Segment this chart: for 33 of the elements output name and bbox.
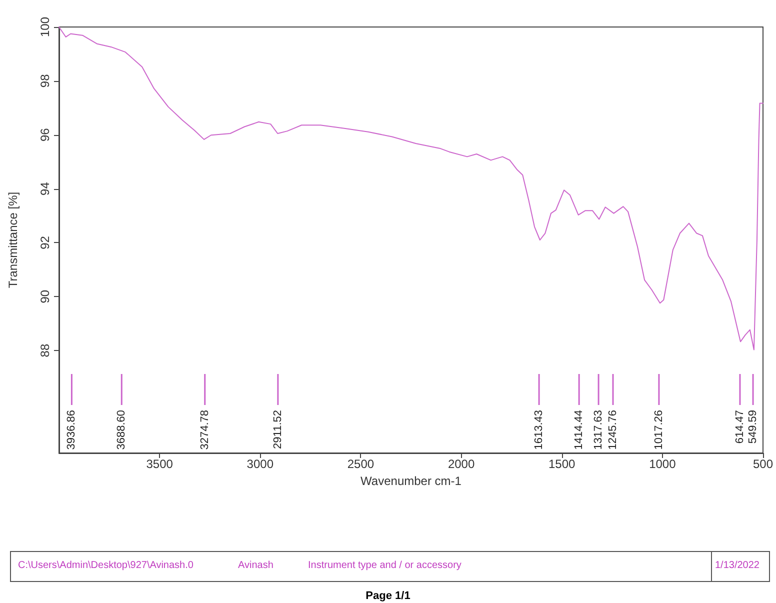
ref-line-label: 1317.63 [592, 410, 605, 450]
y-tick-label: 96 [38, 128, 52, 142]
x-tick-label: 1500 [548, 457, 576, 471]
ref-line-label: 1613.43 [533, 410, 546, 450]
ref-line-label: 1245.76 [606, 410, 619, 450]
y-tick-label: 90 [38, 290, 52, 304]
ref-line-label: 1414.44 [573, 410, 586, 450]
text: Page 1/1 [364, 590, 412, 602]
x-tick-label: 3000 [246, 457, 274, 471]
ref-line-label: 3274.78 [198, 410, 211, 450]
y-tick-label: 100 [38, 16, 52, 38]
y-axis-title: Transmittance [%] [6, 192, 20, 288]
ref-line-label: 549.59 [747, 410, 760, 444]
x-tick-label: 2500 [347, 457, 374, 471]
y-tick-label: 88 [38, 344, 52, 358]
y-tick-label: 98 [38, 74, 52, 88]
ref-line-label: 2911.52 [272, 410, 284, 449]
text: 1/13/2022 [715, 560, 760, 571]
ref-line-label: 3936.86 [66, 410, 78, 450]
text: Avinash [238, 560, 274, 571]
line-series [58, 26, 764, 350]
ref-line-label: 614.47 [734, 410, 746, 444]
text: Instrument type and / or accessory [308, 560, 462, 571]
x-axis-title: Wavenumber cm-1 [360, 474, 462, 488]
x-tick-label: 500 [752, 457, 774, 471]
ref-line-label: 3688.60 [116, 410, 128, 450]
x-tick-label: 3500 [146, 457, 174, 471]
text: C:\Users\Admin\Desktop\927\Avinash.0 [18, 560, 194, 571]
x-tick-label: 2000 [448, 457, 475, 471]
ref-line-label: 1017.26 [652, 410, 665, 450]
x-tick-label: 1000 [649, 457, 676, 471]
y-tick-label: 94 [38, 182, 52, 196]
y-tick-label: 92 [38, 236, 52, 250]
